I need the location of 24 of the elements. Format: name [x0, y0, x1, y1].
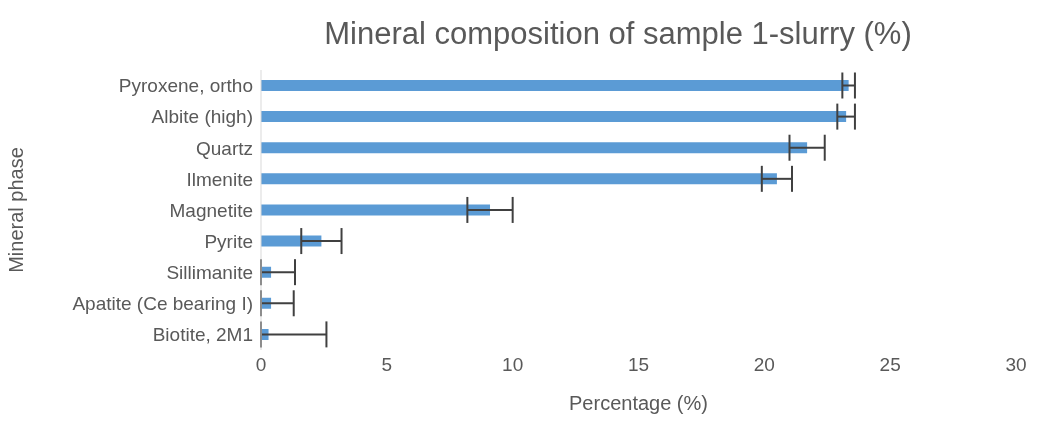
bar	[261, 173, 777, 185]
y-tick-label: Quartz	[195, 137, 253, 159]
bar	[261, 80, 849, 91]
y-tick-label: Pyroxene, ortho	[118, 75, 253, 97]
bar	[261, 142, 808, 154]
y-tick-label: Biotite, 2M1	[152, 324, 253, 346]
x-tick-label: 30	[1005, 354, 1027, 376]
y-axis-title: Mineral phase	[5, 147, 28, 273]
bar	[261, 204, 491, 216]
y-tick-label: Pyrite	[204, 230, 253, 252]
y-tick-label: Magnetite	[169, 199, 253, 221]
x-axis-title: Percentage (%)	[569, 392, 708, 415]
x-tick-label: 25	[879, 354, 901, 376]
x-tick-label: 20	[753, 354, 775, 376]
x-tick-label: 0	[255, 354, 267, 376]
y-tick-label: Apatite (Ce bearing I)	[72, 293, 253, 315]
y-tick-label: Sillimanite	[166, 261, 253, 283]
y-tick-label: Ilmenite	[186, 168, 253, 190]
x-tick-label: 15	[627, 354, 650, 376]
y-tick-label: Albite (high)	[151, 106, 253, 128]
chart-title: Mineral composition of sample 1-slurry (%)	[323, 15, 913, 53]
x-tick-label: 5	[381, 354, 393, 376]
bar	[261, 111, 847, 123]
x-tick-label: 10	[502, 354, 524, 376]
